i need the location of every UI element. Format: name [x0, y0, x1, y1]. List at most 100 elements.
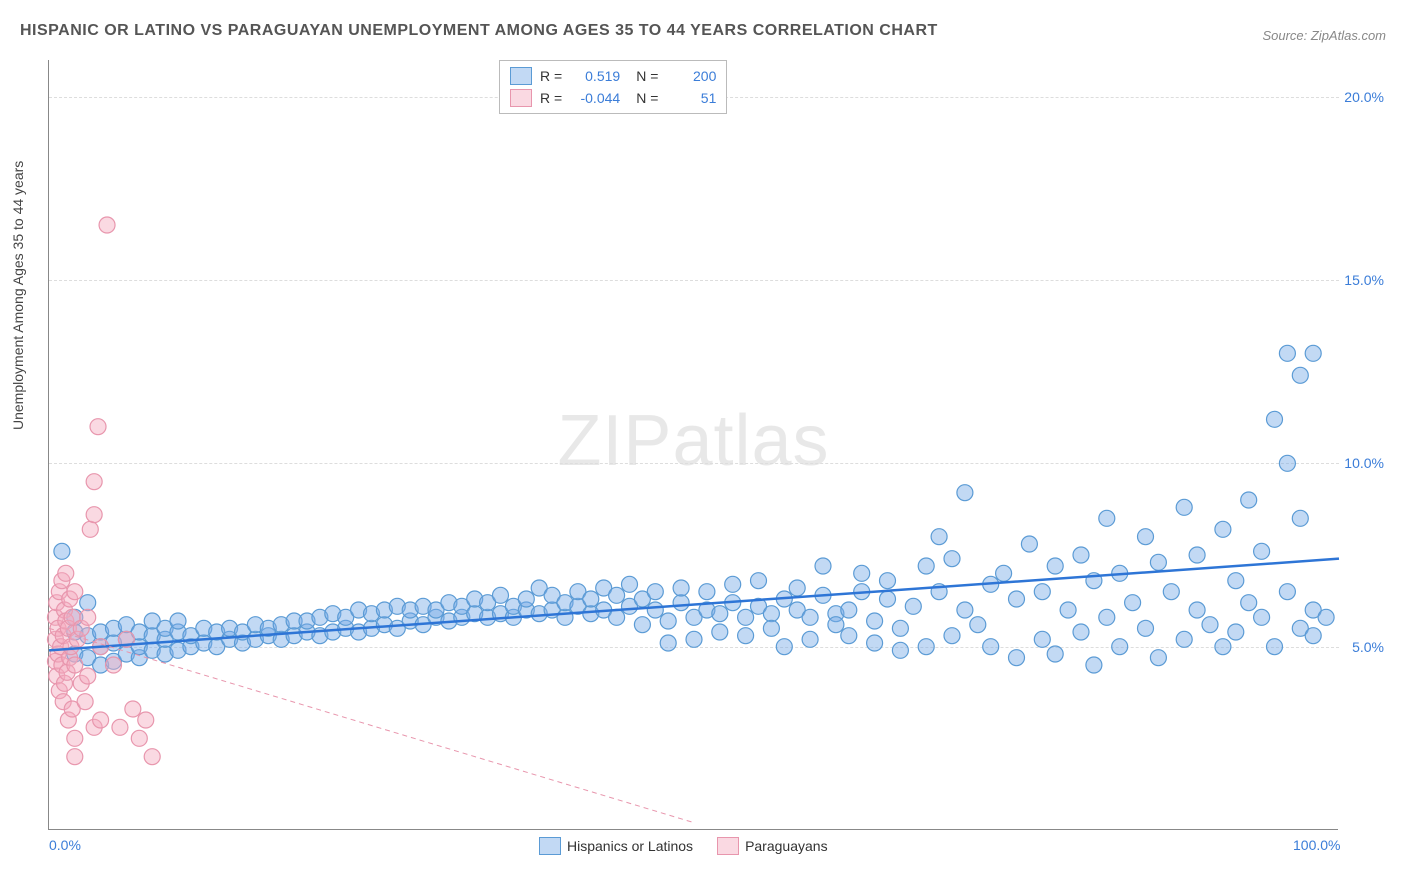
data-point	[1021, 536, 1037, 552]
data-point	[1279, 455, 1295, 471]
data-point	[493, 587, 509, 603]
data-point	[518, 591, 534, 607]
data-point	[699, 584, 715, 600]
data-point	[67, 730, 83, 746]
legend-stats-row: R =0.519N =200	[510, 65, 716, 87]
data-point	[1150, 554, 1166, 570]
data-point	[996, 565, 1012, 581]
legend-series-item: Paraguayans	[717, 837, 828, 855]
data-point	[957, 485, 973, 501]
data-point	[1305, 345, 1321, 361]
data-point	[1138, 529, 1154, 545]
data-point	[815, 558, 831, 574]
legend-swatch	[510, 67, 532, 85]
data-point	[609, 587, 625, 603]
data-point	[905, 598, 921, 614]
data-point	[686, 631, 702, 647]
data-point	[867, 613, 883, 629]
data-point	[58, 565, 74, 581]
data-point	[1202, 617, 1218, 633]
data-point	[82, 521, 98, 537]
data-point	[1073, 624, 1089, 640]
data-point	[1176, 631, 1192, 647]
data-point	[1228, 624, 1244, 640]
data-point	[802, 609, 818, 625]
data-point	[828, 617, 844, 633]
data-point	[970, 617, 986, 633]
data-point	[1150, 650, 1166, 666]
legend-series-label: Hispanics or Latinos	[567, 838, 693, 854]
r-value: 0.519	[570, 68, 620, 84]
data-point	[138, 712, 154, 728]
data-point	[854, 565, 870, 581]
chart-title: HISPANIC OR LATINO VS PARAGUAYAN UNEMPLO…	[20, 22, 938, 40]
data-point	[841, 628, 857, 644]
data-point	[1292, 510, 1308, 526]
data-point	[77, 694, 93, 710]
data-point	[1241, 492, 1257, 508]
data-point	[880, 573, 896, 589]
data-point	[86, 507, 102, 523]
legend-series-label: Paraguayans	[745, 838, 828, 854]
legend-swatch	[539, 837, 561, 855]
y-tick-label: 10.0%	[1334, 455, 1384, 471]
legend-stats: R =0.519N =200R =-0.044N =51	[499, 60, 727, 114]
data-point	[1138, 620, 1154, 636]
data-point	[944, 551, 960, 567]
data-point	[673, 580, 689, 596]
data-point	[1034, 631, 1050, 647]
data-point	[1034, 584, 1050, 600]
data-point	[1112, 639, 1128, 655]
data-point	[1086, 657, 1102, 673]
y-tick-label: 15.0%	[1334, 272, 1384, 288]
r-label: R =	[540, 90, 562, 106]
n-value: 200	[666, 68, 716, 84]
y-tick-label: 20.0%	[1334, 89, 1384, 105]
legend-swatch	[717, 837, 739, 855]
data-point	[1267, 411, 1283, 427]
data-point	[1279, 345, 1295, 361]
data-point	[1047, 558, 1063, 574]
data-point	[93, 712, 109, 728]
data-point	[80, 668, 96, 684]
data-point	[1099, 609, 1115, 625]
scatter-svg	[49, 60, 1339, 830]
data-point	[99, 217, 115, 233]
data-point	[609, 609, 625, 625]
data-point	[957, 602, 973, 618]
data-point	[841, 602, 857, 618]
data-point	[725, 576, 741, 592]
data-point	[67, 749, 83, 765]
data-point	[1318, 609, 1334, 625]
x-tick-label: 100.0%	[1293, 837, 1340, 853]
data-point	[1060, 602, 1076, 618]
data-point	[1009, 591, 1025, 607]
source-label: Source: ZipAtlas.com	[1262, 28, 1386, 43]
data-point	[763, 620, 779, 636]
data-point	[90, 419, 106, 435]
data-point	[738, 628, 754, 644]
data-point	[634, 617, 650, 633]
data-point	[867, 635, 883, 651]
plot-region: ZIPatlas 5.0%10.0%15.0%20.0% R =0.519N =…	[48, 60, 1338, 830]
data-point	[892, 642, 908, 658]
data-point	[802, 631, 818, 647]
data-point	[622, 576, 638, 592]
data-point	[86, 474, 102, 490]
r-value: -0.044	[570, 90, 620, 106]
data-point	[1047, 646, 1063, 662]
data-point	[1176, 499, 1192, 515]
r-label: R =	[540, 68, 562, 84]
data-point	[1292, 367, 1308, 383]
data-point	[1189, 602, 1205, 618]
data-point	[106, 657, 122, 673]
data-point	[931, 529, 947, 545]
data-point	[1215, 521, 1231, 537]
data-point	[144, 749, 160, 765]
data-point	[1279, 584, 1295, 600]
data-point	[80, 595, 96, 611]
data-point	[131, 730, 147, 746]
data-point	[892, 620, 908, 636]
data-point	[1241, 595, 1257, 611]
data-point	[880, 591, 896, 607]
